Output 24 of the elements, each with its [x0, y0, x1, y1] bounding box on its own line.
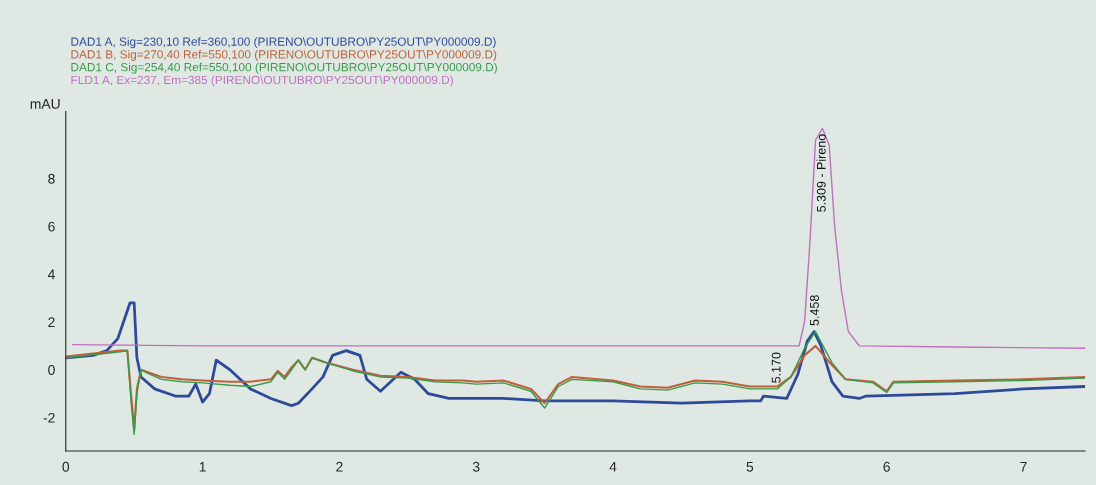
y-tick-label: 6 [48, 221, 55, 232]
y-tick-label: 0 [48, 365, 55, 375]
annotation: 5.309 - Pireno [816, 134, 826, 212]
text: DAD1 C, Sig=254,40 Ref=550,100 (PIRENO\OUTUBRO\PY25OUT\PY000009.D) [71, 62, 497, 74]
x-tick-label: 7 [1020, 461, 1027, 472]
text: FLD1 A, Ex=237, Em=385 (PIRENO\OUTUBRO\PY25OUT\PY000009.D) [71, 75, 453, 87]
y-tick-label: -2 [43, 412, 55, 423]
x-tick-label: 4 [609, 461, 617, 472]
x-tick-label: 3 [472, 461, 480, 472]
annotation: 5.458 [810, 295, 819, 326]
y-tick-label: 2 [48, 317, 55, 327]
x-tick-label: 0 [62, 461, 70, 472]
annotation: 5.170 [771, 352, 781, 383]
x-tick-label: 1 [199, 461, 206, 472]
x-tick-label: 6 [883, 461, 890, 472]
y-tick-label: 4 [47, 269, 55, 280]
x-tick-label: 5 [746, 461, 754, 472]
line-series [71, 127, 1086, 349]
line-series [65, 330, 1086, 436]
y-tick-label: 8 [48, 173, 55, 184]
x-tick-label: 2 [336, 461, 343, 472]
text: DAD1 A, Sig=230,10 Ref=360,100 (PIRENO\OUTUBRO\PY25OUT\PY000009.D) [71, 37, 496, 49]
y-axis-title: mAU [30, 99, 60, 109]
text: DAD1 B, Sig=270,40 Ref=550,100 (PIRENO\OUTUBRO\PY25OUT\PY000009.D) [71, 49, 497, 61]
